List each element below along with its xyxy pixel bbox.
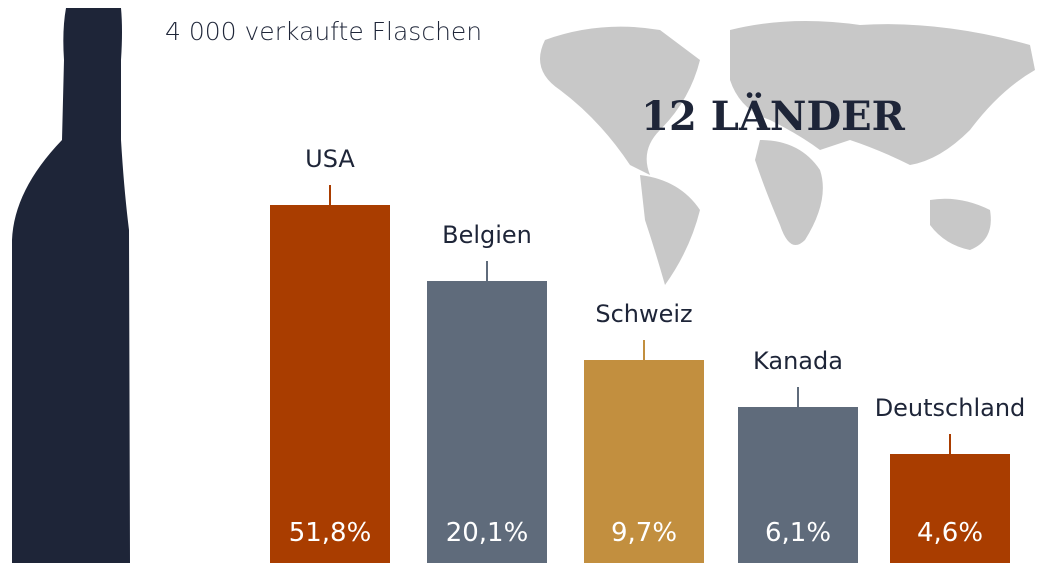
bar-value: 51,8% [289,518,372,548]
headline: 12 LÄNDER [641,93,905,140]
world-map [540,21,1035,285]
bar-label: Deutschland [875,394,1026,422]
bar-value: 9,7% [611,518,677,548]
bar-label: Kanada [753,347,843,375]
bar [427,281,547,563]
bottle [12,8,130,563]
bar [890,454,1010,563]
bar [584,360,704,563]
bar-value: 4,6% [917,518,983,548]
bar-label: Belgien [442,221,532,249]
bars: USA 51,8% Belgien 20,1% Schweiz 9,7% Kanada 6,1… [270,145,1025,563]
bar-value: 6,1% [765,518,831,548]
subtitle: 4 000 verkaufte Flaschen [165,17,482,46]
bar [270,205,390,563]
bar-value: 20,1% [446,518,529,548]
bar-label: Schweiz [595,300,692,328]
bar [738,407,858,563]
bar-label: USA [305,145,355,173]
